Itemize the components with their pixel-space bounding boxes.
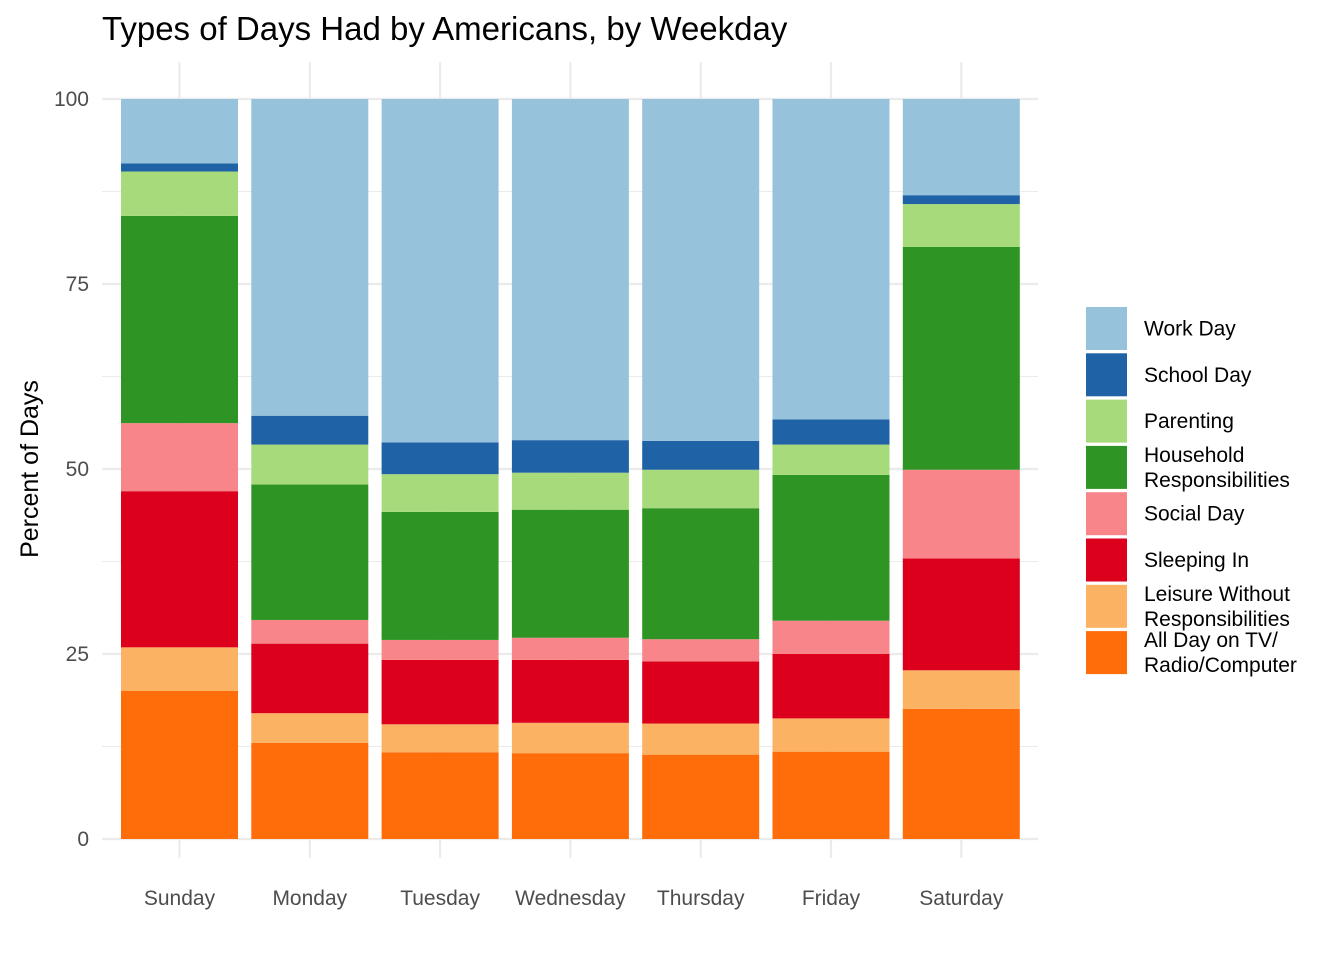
bar-segment xyxy=(251,742,369,839)
bar-segment xyxy=(381,99,499,443)
bar-segment xyxy=(381,511,499,640)
bar-segment xyxy=(902,558,1020,671)
bar-segment xyxy=(772,99,890,420)
bars xyxy=(121,99,1020,839)
bar-segment xyxy=(642,723,760,755)
legend-key xyxy=(1086,492,1127,536)
bar-segment xyxy=(772,474,890,621)
legend-key xyxy=(1086,445,1127,489)
legend-label: Household Responsibilities xyxy=(1144,444,1290,492)
bar-segment xyxy=(511,637,629,660)
bar-segment xyxy=(511,659,629,723)
legend-label: Leisure Without Responsibilities xyxy=(1144,583,1290,631)
bar-segment xyxy=(642,99,760,441)
bar-segment xyxy=(642,469,760,509)
x-tick-label: Tuesday xyxy=(400,887,480,910)
bar-segment xyxy=(381,724,499,753)
legend-key xyxy=(1086,353,1127,397)
y-tick-label: 25 xyxy=(66,643,89,666)
bar-segment xyxy=(902,247,1020,470)
legend: Work Day School Day Parenting Household Resp… xyxy=(1086,307,1297,677)
bar-segment xyxy=(381,659,499,725)
bar-segment xyxy=(642,661,760,724)
bar-segment xyxy=(381,474,499,512)
bar-segment xyxy=(251,643,369,714)
legend-key xyxy=(1086,631,1127,675)
x-axis-ticks: Sunday Monday Tuesday Wednesday Thursday Frid… xyxy=(144,887,1004,910)
bar-segment xyxy=(772,444,890,475)
bar-segment xyxy=(251,99,369,416)
y-tick-label: 0 xyxy=(77,828,89,851)
bar-segment xyxy=(381,442,499,475)
legend-key xyxy=(1086,584,1127,628)
bar-segment xyxy=(381,639,499,660)
x-tick-label: Friday xyxy=(802,887,861,910)
bar-segment xyxy=(251,444,369,485)
bar-segment xyxy=(642,639,760,662)
bar-segment xyxy=(121,423,238,492)
bar-segment xyxy=(511,440,629,473)
legend-key xyxy=(1086,307,1127,350)
bar-segment xyxy=(121,647,238,691)
bar-segment xyxy=(251,619,369,644)
x-tick-label: Sunday xyxy=(144,887,216,910)
bar-segment xyxy=(121,215,238,424)
bar-segment xyxy=(772,419,890,445)
bar-segment xyxy=(511,722,629,754)
legend-label: Social Day xyxy=(1144,503,1245,526)
chart-title: Types of Days Had by Americans, by Weekd… xyxy=(102,10,788,47)
x-tick-label: Monday xyxy=(272,887,347,910)
y-axis-ticks: 0 25 50 75 100 xyxy=(54,88,89,851)
bar-segment xyxy=(381,752,499,839)
bar-segment xyxy=(902,99,1020,196)
bar-segment xyxy=(642,754,760,839)
y-tick-label: 50 xyxy=(66,458,89,481)
legend-label: Sleeping In xyxy=(1144,549,1249,572)
bar-segment xyxy=(511,472,629,510)
bar-segment xyxy=(121,171,238,216)
bar-segment xyxy=(121,163,238,172)
bar-segment xyxy=(902,204,1020,247)
bar-segment xyxy=(772,654,890,719)
bar-segment xyxy=(251,713,369,743)
bar-segment xyxy=(251,415,369,445)
legend-label: All Day on TV/Radio/Computer xyxy=(1144,629,1297,677)
bar-segment xyxy=(902,195,1020,205)
legend-key xyxy=(1086,538,1127,582)
bar-segment xyxy=(121,691,238,839)
bar-segment xyxy=(902,469,1020,559)
y-axis-label: Percent of Days xyxy=(16,380,44,558)
bar-segment xyxy=(772,718,890,752)
bar-segment xyxy=(121,99,238,164)
legend-label: Work Day xyxy=(1144,318,1236,341)
bar-segment xyxy=(511,509,629,638)
legend-key xyxy=(1086,399,1127,443)
legend-label: Parenting xyxy=(1144,410,1234,433)
bar-segment xyxy=(772,620,890,654)
x-tick-label: Thursday xyxy=(657,887,745,910)
legend-label: School Day xyxy=(1144,364,1252,387)
bar-segment xyxy=(121,491,238,648)
bar-segment xyxy=(251,484,369,620)
x-tick-label: Saturday xyxy=(919,887,1004,910)
bar-segment xyxy=(772,751,890,839)
bar-segment xyxy=(902,708,1020,839)
y-tick-label: 75 xyxy=(66,273,89,296)
y-tick-label: 100 xyxy=(54,88,89,111)
bar-segment xyxy=(642,508,760,640)
bar-segment xyxy=(511,99,629,441)
bar-segment xyxy=(902,670,1020,709)
bar-segment xyxy=(642,440,760,470)
bar-segment xyxy=(511,753,629,839)
x-tick-label: Wednesday xyxy=(515,887,626,910)
